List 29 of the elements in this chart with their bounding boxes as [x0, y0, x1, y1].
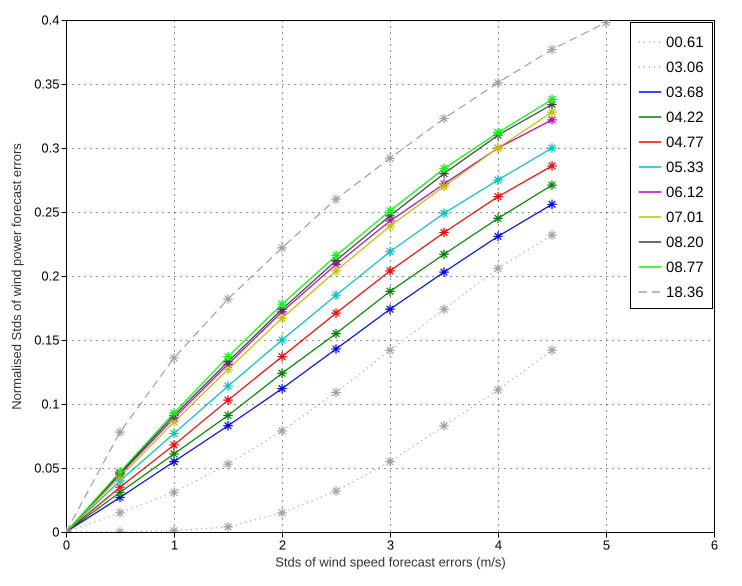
- x-tick-label: 1: [170, 538, 178, 552]
- y-tick-label: 0.3: [41, 140, 60, 156]
- legend-label: 08.77: [666, 259, 704, 276]
- legend-label: 04.77: [666, 134, 704, 151]
- x-tick-label: 3: [386, 538, 394, 552]
- y-tick-label: 0.2: [41, 268, 60, 284]
- y-tick-label: 0.35: [34, 76, 60, 92]
- legend-label: 08.20: [666, 234, 704, 251]
- x-tick-label: 0: [62, 538, 70, 552]
- legend-label: 05.33: [666, 159, 704, 176]
- y-axis-title: Normalised Stds of wind power forecast errors: [9, 142, 24, 410]
- y-tick-label: 0: [52, 524, 60, 540]
- legend-label: 03.68: [666, 84, 704, 101]
- x-tick-label: 6: [710, 538, 718, 552]
- legend-label: 00.61: [666, 34, 704, 51]
- y-tick-label: 0.05: [34, 460, 60, 476]
- x-tick-label: 2: [278, 538, 286, 552]
- legend-label: 07.01: [666, 209, 704, 226]
- x-tick-label: 5: [602, 538, 610, 552]
- y-tick-label: 0.1: [41, 396, 60, 412]
- legend-label: 03.06: [666, 59, 704, 76]
- x-axis-title: Stds of wind speed forecast errors (m/s): [275, 554, 506, 570]
- legend-label: 18.36: [666, 284, 704, 301]
- x-tick-label: 4: [494, 538, 502, 552]
- legend-label: 04.22: [666, 109, 704, 126]
- y-tick-label: 0.4: [41, 12, 60, 28]
- y-tick-label: 0.15: [34, 332, 60, 348]
- legend-label: 06.12: [666, 184, 704, 201]
- y-tick-label: 0.25: [34, 204, 60, 220]
